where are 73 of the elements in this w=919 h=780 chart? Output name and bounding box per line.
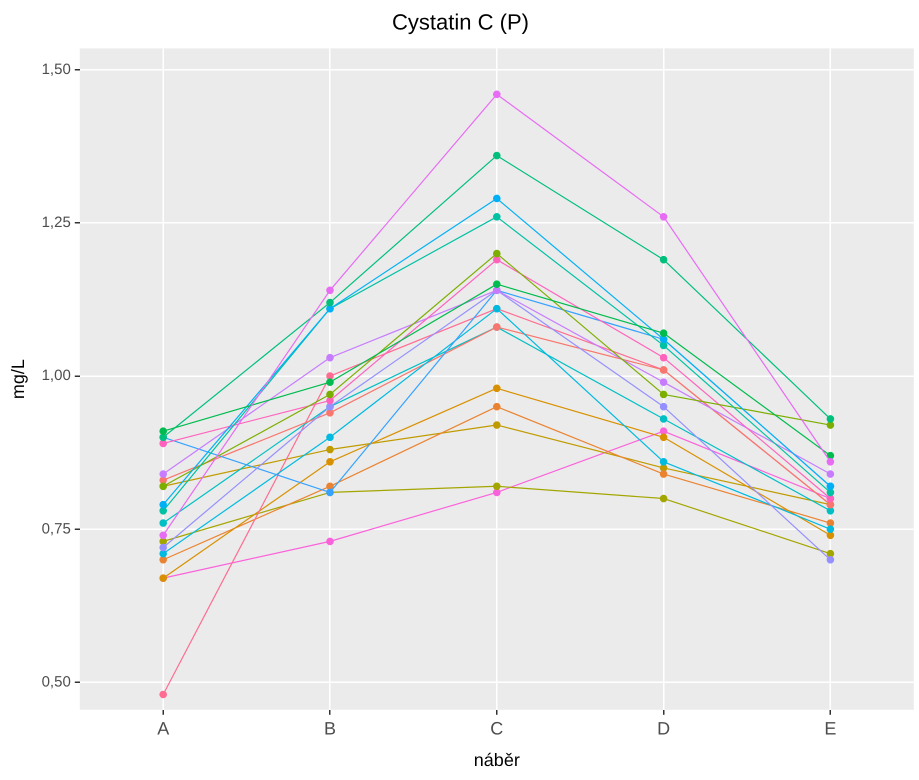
point (159, 519, 167, 527)
point (326, 298, 334, 306)
point (326, 396, 334, 404)
x-tick-label: D (657, 718, 670, 739)
y-tick-label: 1,50 (42, 60, 71, 78)
point (826, 470, 834, 478)
y-tick-label: 1,25 (42, 214, 71, 232)
point (326, 433, 334, 442)
point (159, 470, 167, 478)
point (492, 90, 501, 98)
point (492, 250, 501, 258)
point (159, 550, 167, 558)
point (660, 433, 668, 442)
point (326, 286, 334, 294)
point (326, 458, 334, 466)
point (326, 354, 334, 362)
point (159, 556, 167, 564)
point (660, 494, 668, 502)
point (826, 421, 834, 429)
point (660, 458, 668, 466)
point (159, 544, 167, 552)
point (660, 390, 668, 398)
point (159, 427, 167, 435)
point (492, 384, 501, 392)
point (159, 440, 167, 448)
point (826, 525, 834, 533)
point (326, 390, 334, 398)
point (492, 280, 501, 288)
point (826, 556, 834, 564)
point (326, 538, 334, 546)
point (326, 378, 334, 386)
x-tick-label: E (824, 718, 836, 739)
point (660, 256, 668, 264)
point (492, 482, 501, 490)
point (826, 506, 834, 515)
x-axis-title: náběr (474, 750, 520, 770)
point (826, 415, 834, 423)
point (660, 470, 668, 478)
point (660, 402, 668, 410)
point (660, 415, 668, 423)
chart-title: Cystatin C (P) (392, 9, 529, 34)
point (492, 488, 501, 496)
point (159, 531, 167, 540)
point (826, 458, 834, 466)
point (492, 421, 501, 429)
x-tick-label: C (490, 718, 504, 739)
point (326, 446, 334, 454)
point (660, 329, 668, 337)
point (159, 506, 167, 515)
y-tick-label: 1,00 (42, 367, 71, 384)
point (326, 372, 334, 380)
point (326, 408, 334, 417)
x-tick-label: A (157, 718, 170, 739)
point (660, 342, 668, 350)
point (826, 531, 834, 540)
point (159, 500, 167, 508)
point (826, 488, 834, 496)
y-tick-label: 0,75 (42, 520, 71, 538)
point (159, 690, 167, 698)
point (492, 256, 501, 264)
point (492, 213, 501, 221)
point (660, 427, 668, 435)
y-tick-label: 0,50 (42, 673, 71, 690)
point (492, 194, 501, 202)
point (660, 354, 668, 362)
point (492, 402, 501, 410)
point (660, 213, 668, 221)
point (492, 152, 501, 160)
point (826, 519, 834, 527)
y-axis-title: mg/L (8, 359, 28, 400)
x-tick-label: B (324, 718, 336, 739)
point (660, 378, 668, 386)
point (826, 550, 834, 558)
